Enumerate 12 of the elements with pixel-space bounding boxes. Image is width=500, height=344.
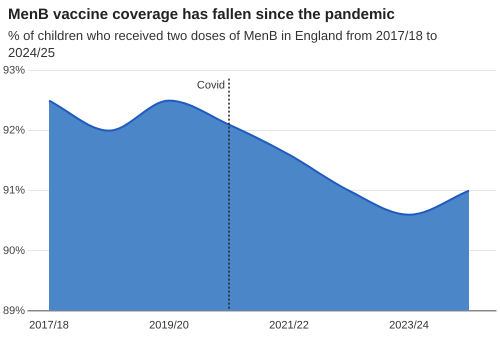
chart-title: MenB vaccine coverage has fallen since the pandemic (7, 5, 396, 23)
y-tick-label: 91% (2, 184, 26, 197)
annotation: Covid (196, 80, 226, 92)
chart-subtitle: % of children who received two doses of MenB in England from 2017/18 to 2024/25 (7, 27, 438, 61)
x-tick-label: 2017/18 (29, 319, 69, 332)
y-tick-label: 90% (2, 244, 26, 257)
x-tick-label: 2021/22 (269, 319, 309, 332)
y-tick-label: 93% (2, 64, 26, 77)
y-tick-label: 92% (2, 124, 26, 137)
x-tick-label: 2023/24 (389, 319, 429, 332)
x-tick-label: 2019/20 (149, 319, 189, 332)
y-tick-label: 89% (2, 304, 26, 317)
